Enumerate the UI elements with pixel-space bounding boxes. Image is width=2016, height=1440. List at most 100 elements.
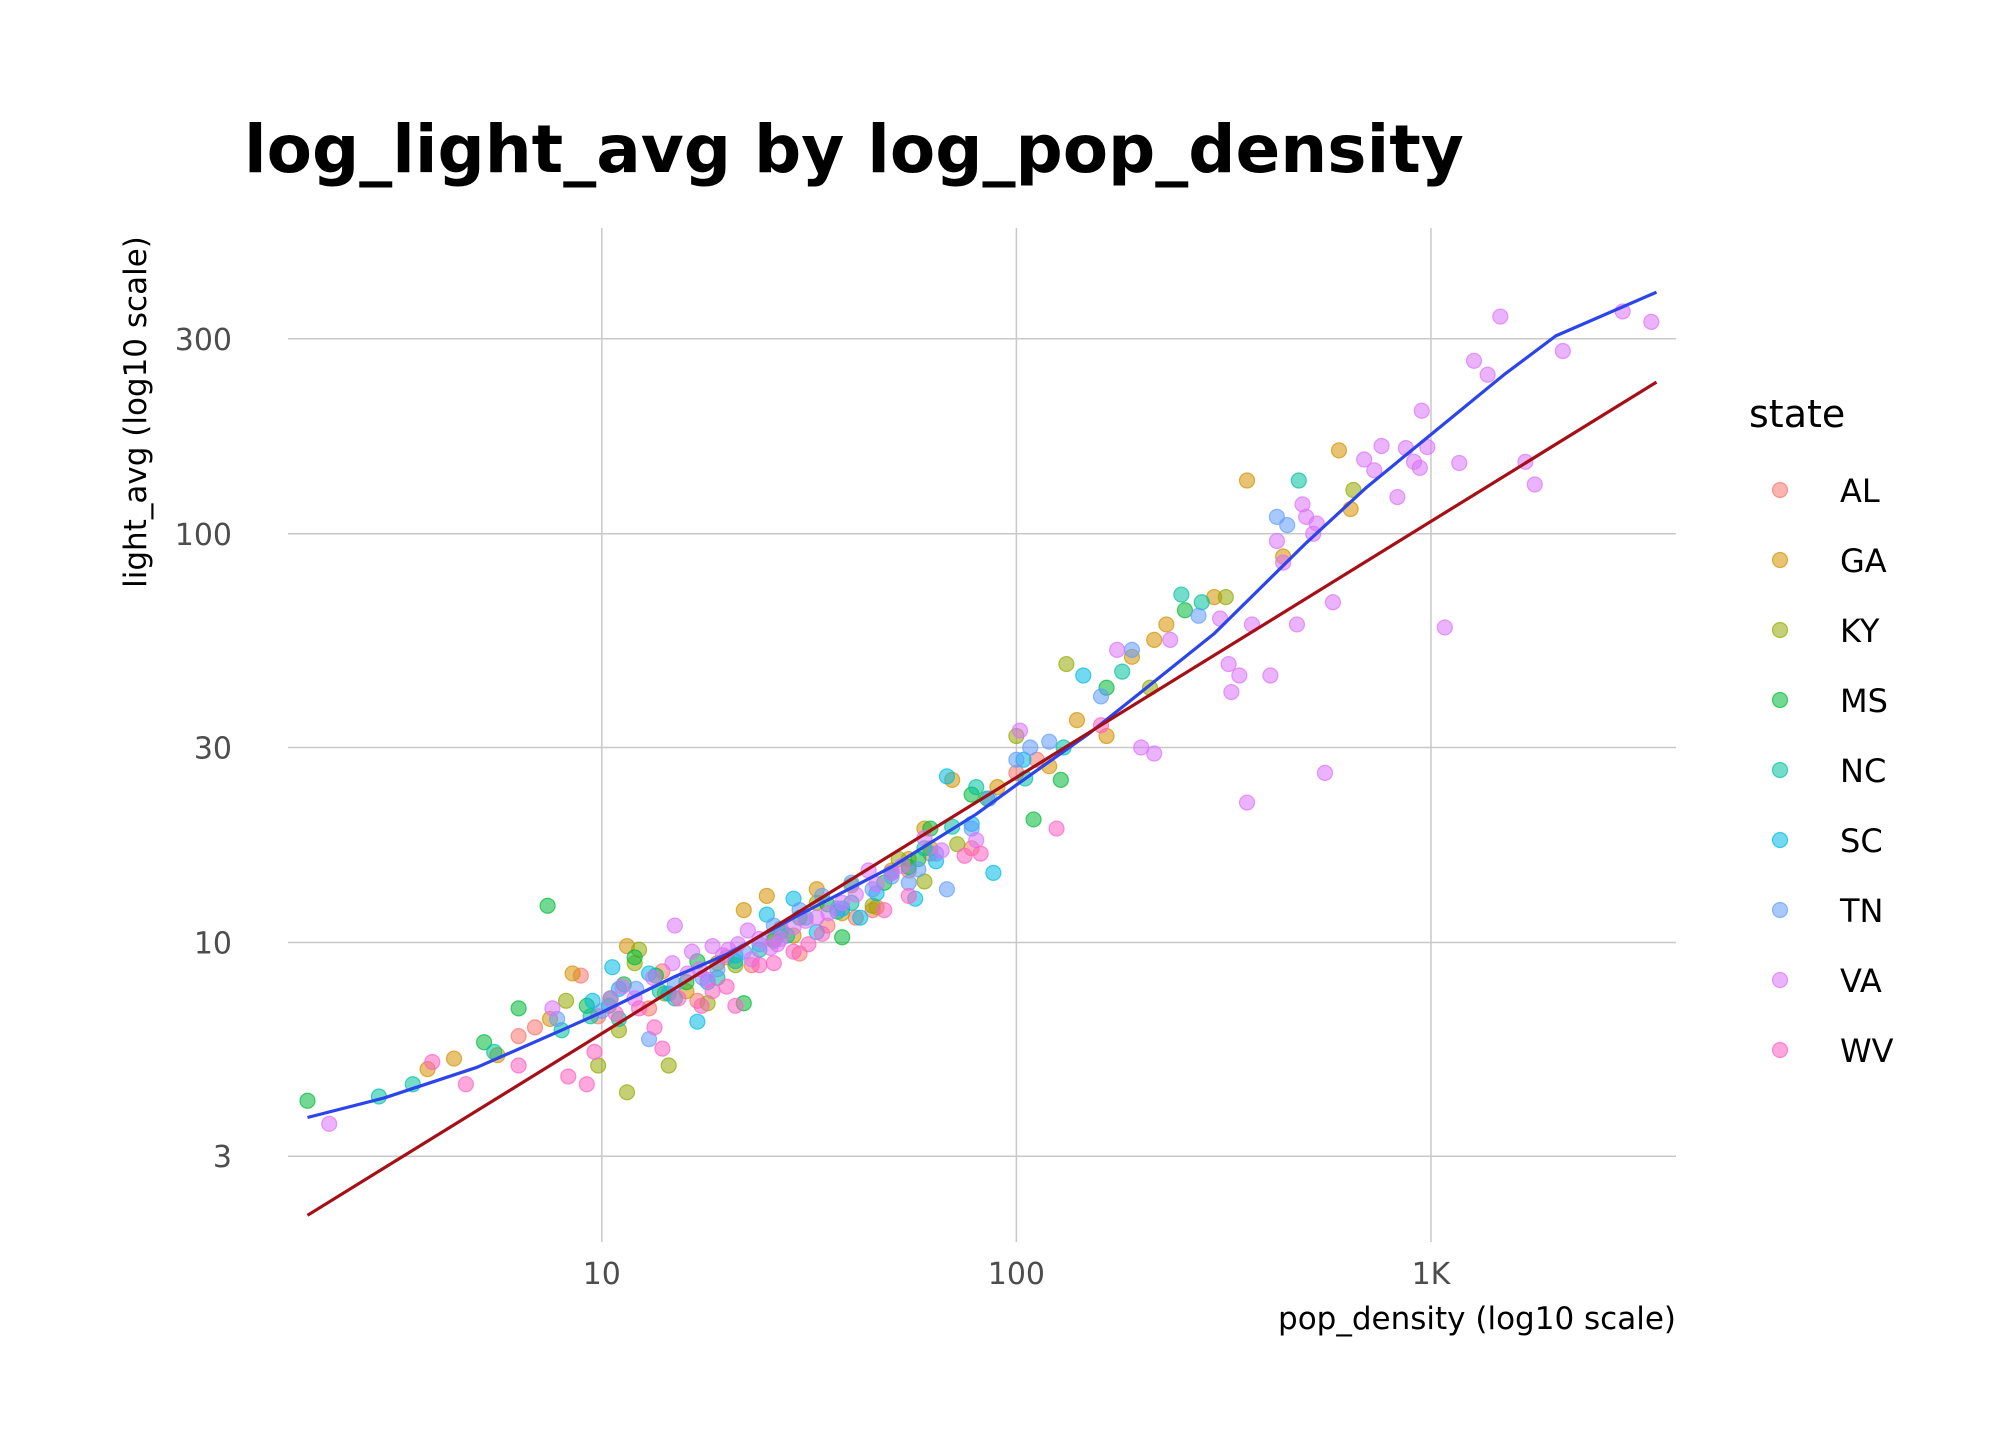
data-point-ky <box>557 992 575 1009</box>
data-point-wv <box>900 887 917 905</box>
legend-swatch-nc <box>1771 761 1789 779</box>
data-point-va <box>1275 554 1292 571</box>
x-tick-label: 1K <box>1412 1257 1452 1292</box>
data-point-al <box>510 1028 527 1045</box>
data-point-wv <box>800 936 817 953</box>
data-point-va <box>1262 667 1279 684</box>
data-point-va <box>1223 683 1240 701</box>
data-point-tn <box>938 881 956 898</box>
data-point-va <box>1526 476 1543 493</box>
smooth-fit-line <box>307 290 1658 1120</box>
data-point-wv <box>727 997 744 1014</box>
data-point-ky <box>660 1057 677 1074</box>
data-point-va <box>1288 616 1306 633</box>
data-point-tn <box>1279 517 1296 534</box>
data-point-al <box>526 1019 544 1036</box>
data-point-wv <box>751 957 768 974</box>
data-point-ga <box>1068 712 1086 729</box>
legend-label-wv: WV <box>1840 1032 1894 1070</box>
data-point-wv <box>654 1040 671 1057</box>
legend-label-nc: NC <box>1840 752 1886 790</box>
data-point-va <box>834 894 851 911</box>
legend-swatch-wv <box>1771 1041 1789 1059</box>
data-point-va <box>1643 313 1660 330</box>
data-point-tn <box>910 861 927 878</box>
data-point-va <box>1308 515 1325 532</box>
legend-swatch-sc <box>1771 831 1789 849</box>
x-axis-ticks: 10 100 1K <box>583 1257 1452 1292</box>
legend-label-ga: GA <box>1840 542 1887 580</box>
data-point-ga <box>1330 442 1348 459</box>
x-tick-label: 100 <box>988 1257 1045 1292</box>
data-point-wv <box>670 990 687 1007</box>
data-point-va <box>1011 722 1029 739</box>
data-point-ms <box>1176 602 1194 619</box>
y-axis-title: light_avg (log10 scale) <box>118 236 154 588</box>
data-point-ms <box>299 1092 316 1109</box>
legend-label-al: AL <box>1840 472 1880 510</box>
data-point-va <box>1554 342 1571 360</box>
legend-label-sc: SC <box>1840 822 1883 860</box>
data-point-nc <box>1290 472 1307 489</box>
y-tick-label: 3 <box>213 1140 232 1175</box>
y-tick-label: 300 <box>175 323 232 358</box>
data-point-wv <box>693 997 710 1014</box>
chart-title: log_light_avg by log_pop_density <box>244 111 1464 188</box>
data-point-va <box>739 922 756 939</box>
data-point-va <box>602 990 619 1007</box>
data-point-va <box>820 905 837 922</box>
data-point-sc <box>584 992 601 1009</box>
data-point-va <box>1411 459 1428 476</box>
data-point-va <box>1109 641 1126 658</box>
y-tick-label: 100 <box>175 518 232 553</box>
data-point-nc <box>1193 594 1210 611</box>
data-point-ms <box>834 929 851 946</box>
data-point-va <box>683 943 701 960</box>
scatter-points <box>299 303 1660 1132</box>
legend-swatch-ga <box>1771 551 1789 569</box>
data-point-va <box>1389 488 1406 506</box>
data-point-va <box>614 978 631 995</box>
data-point-sc <box>604 959 621 976</box>
data-point-tn <box>1190 607 1207 624</box>
data-point-ms <box>475 1034 493 1051</box>
grid-lines <box>288 228 1676 1242</box>
data-point-sc <box>852 909 869 926</box>
data-point-nc <box>968 778 985 796</box>
data-point-ky <box>590 1057 607 1074</box>
data-point-wv <box>876 902 893 919</box>
data-point-ga <box>758 887 775 905</box>
data-point-nc <box>1114 663 1131 680</box>
data-point-va <box>933 842 950 859</box>
data-point-wv <box>457 1076 474 1093</box>
data-point-va <box>968 832 985 849</box>
data-point-va <box>1436 619 1453 636</box>
data-point-wv <box>578 1076 595 1093</box>
data-point-wv <box>1048 820 1065 837</box>
data-point-va <box>1324 594 1341 611</box>
data-point-ms <box>539 897 556 914</box>
legend-swatch-ms <box>1771 691 1789 709</box>
data-point-va <box>1231 667 1248 684</box>
legend-swatch-ky <box>1771 621 1789 639</box>
data-point-sc <box>985 864 1002 882</box>
data-point-ky <box>949 836 966 853</box>
data-point-wv <box>424 1053 441 1071</box>
data-point-va <box>1479 366 1496 383</box>
data-point-ms <box>1025 811 1042 828</box>
data-point-va <box>704 937 721 955</box>
data-point-ga <box>1238 472 1256 489</box>
data-point-va <box>1356 451 1373 468</box>
data-point-sc <box>689 1013 706 1030</box>
data-point-va <box>1451 454 1468 472</box>
fit-lines <box>306 290 1658 1217</box>
data-point-tn <box>1022 739 1039 756</box>
data-point-ga <box>564 965 581 982</box>
data-point-wv <box>956 847 973 864</box>
data-point-wv <box>704 983 721 1000</box>
data-point-va <box>1268 532 1286 550</box>
data-point-va <box>1316 764 1334 781</box>
y-axis-ticks: 3 10 30 100 300 <box>175 323 232 1175</box>
data-point-ky <box>618 1084 636 1101</box>
data-point-wv <box>718 978 735 995</box>
